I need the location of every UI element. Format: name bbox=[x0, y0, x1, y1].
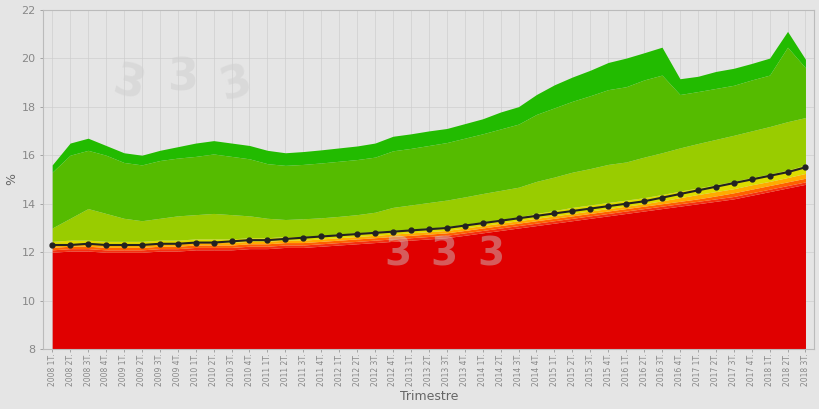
Text: 3: 3 bbox=[477, 235, 504, 273]
Text: 3: 3 bbox=[215, 60, 256, 109]
Text: 3: 3 bbox=[384, 235, 411, 273]
Text: 3: 3 bbox=[166, 56, 197, 99]
Y-axis label: %: % bbox=[6, 173, 19, 185]
Text: 3: 3 bbox=[430, 235, 457, 273]
Text: 3: 3 bbox=[107, 60, 148, 109]
X-axis label: Trimestre: Trimestre bbox=[399, 391, 458, 403]
